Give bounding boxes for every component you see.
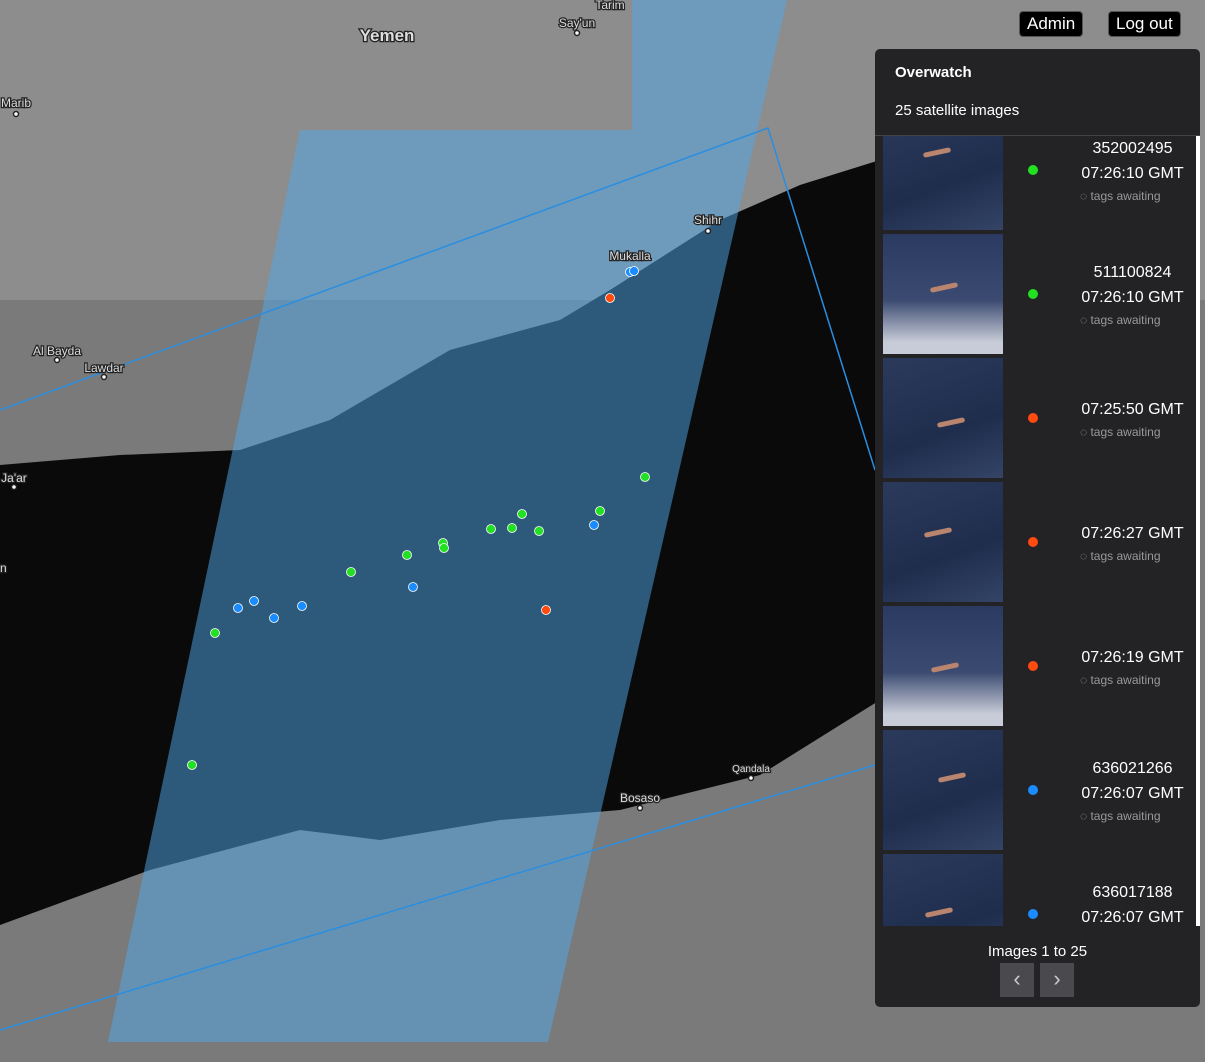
image-list-item[interactable]: 636021266 07:26:07 GMT tags awaiting [875, 730, 1191, 850]
map-label: Qandala [732, 764, 770, 775]
map-label: Mukalla [609, 249, 651, 263]
logout-button[interactable]: Log out [1108, 11, 1181, 37]
status-dot [1028, 909, 1038, 919]
panel-title: Overwatch [895, 64, 972, 81]
vessel-id: 636017188 [1092, 884, 1173, 901]
panel-subtitle: 25 satellite images [895, 102, 1020, 119]
capture-time: 07:26:10 GMT [1081, 165, 1184, 182]
map-label: Bosaso [620, 791, 660, 805]
status-dot [1028, 289, 1038, 299]
vessel-id: 352002495 [1092, 140, 1173, 157]
ship [930, 662, 960, 673]
thumbnail [883, 136, 1003, 230]
capture-time: 07:25:50 GMT [1081, 401, 1184, 418]
thumbnail [883, 482, 1003, 602]
tag-status: tags awaiting [1080, 189, 1160, 203]
thumbnail [883, 854, 1003, 926]
status-dot [1028, 661, 1038, 671]
status-dot [1028, 785, 1038, 795]
thumbnail [883, 234, 1003, 354]
tag-status: tags awaiting [1080, 313, 1160, 327]
scrollbar[interactable] [1196, 136, 1200, 926]
map-label: Lawdar [84, 361, 123, 375]
image-list-item[interactable]: 511100824 07:26:10 GMT tags awaiting [875, 234, 1191, 354]
vessel-id: 636021266 [1092, 760, 1173, 777]
map-label: Al Bayda [33, 344, 81, 358]
admin-button[interactable]: Admin [1019, 11, 1084, 37]
thumbnail [883, 730, 1003, 850]
status-dot [1028, 537, 1038, 547]
tag-status: tags awaiting [1080, 809, 1160, 823]
map-markers [10, 29, 755, 812]
footprint-outline [0, 127, 876, 471]
side-panel: Overwatch 25 satellite images 352002495 0… [875, 49, 1200, 1007]
image-list-item[interactable]: 07:26:19 GMT tags awaiting [875, 606, 1191, 726]
image-list-item[interactable]: 07:25:50 GMT tags awaiting [875, 358, 1191, 478]
status-dot [1028, 165, 1038, 175]
map-label: Marib [1, 96, 31, 110]
thumbnail [883, 358, 1003, 478]
footprint-outline [0, 764, 876, 1031]
map-label: Ja'ar [1, 471, 27, 485]
next-page-button[interactable]: › [1040, 963, 1074, 997]
thumbnail [883, 606, 1003, 726]
map-label: Tarim [595, 0, 624, 12]
ship [937, 772, 967, 783]
ship [929, 282, 959, 293]
vessel-detections [187, 266, 650, 770]
tag-status: tags awaiting [1080, 549, 1160, 563]
pagination-label: Images 1 to 25 [987, 943, 1088, 960]
image-list-item[interactable]: 352002495 07:26:10 GMT tags awaiting [875, 136, 1191, 230]
ship [924, 907, 954, 918]
map-label: Say'un [559, 16, 595, 30]
map-label: Shihr [694, 213, 722, 227]
capture-time: 07:26:10 GMT [1081, 289, 1184, 306]
tag-status: tags awaiting [1080, 425, 1160, 439]
capture-time: 07:26:07 GMT [1081, 785, 1184, 802]
vessel-id: 511100824 [1093, 264, 1172, 281]
capture-time: 07:26:19 GMT [1081, 649, 1184, 666]
image-swath [108, 0, 787, 1042]
map-label: Yemen [360, 26, 415, 45]
map-label: n [0, 561, 7, 575]
capture-time: 07:26:07 GMT [1081, 909, 1184, 926]
ship [936, 417, 966, 428]
ship [922, 147, 952, 158]
tag-status: tags awaiting [1080, 673, 1160, 687]
ship [923, 527, 953, 538]
status-dot [1028, 413, 1038, 423]
prev-page-button[interactable]: ‹ [1000, 963, 1034, 997]
image-list-item[interactable]: 07:26:27 GMT tags awaiting [875, 482, 1191, 602]
capture-time: 07:26:27 GMT [1081, 525, 1184, 542]
